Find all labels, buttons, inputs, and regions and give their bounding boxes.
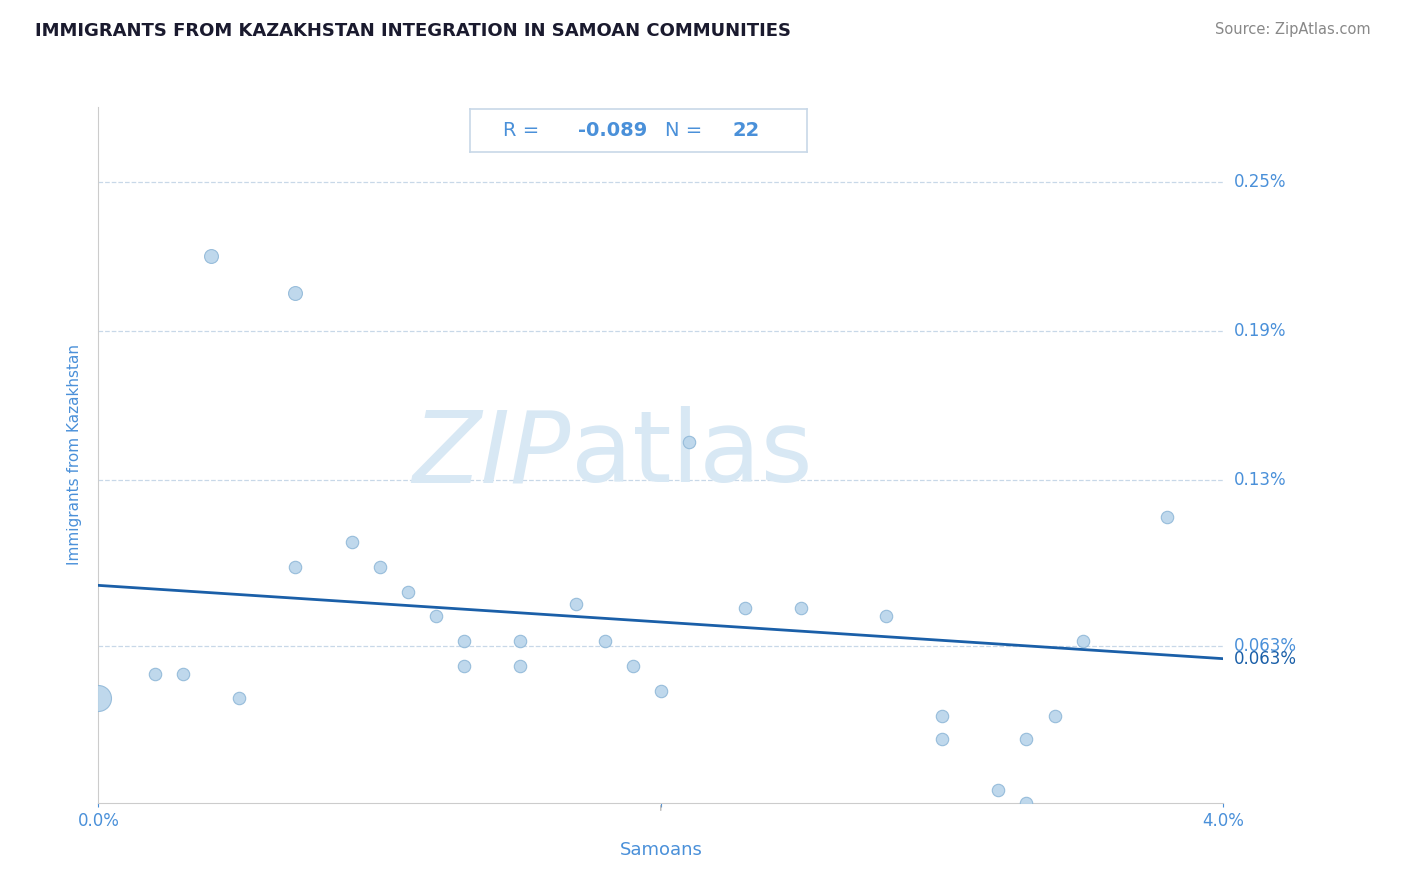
Point xyxy=(678,435,700,450)
Point xyxy=(1043,708,1066,723)
Point xyxy=(1015,732,1038,747)
Point xyxy=(593,634,616,648)
Point xyxy=(200,249,222,263)
Text: N =: N = xyxy=(665,121,709,140)
X-axis label: Samoans: Samoans xyxy=(620,841,702,859)
Text: 0.13%: 0.13% xyxy=(1234,471,1286,489)
Text: -0.089: -0.089 xyxy=(578,121,647,140)
Point xyxy=(1015,796,1038,810)
Y-axis label: Immigrants from Kazakhstan: Immigrants from Kazakhstan xyxy=(67,344,83,566)
Point xyxy=(453,634,475,648)
Point xyxy=(565,597,588,611)
Point xyxy=(368,559,391,574)
Point xyxy=(396,584,419,599)
Text: Source: ZipAtlas.com: Source: ZipAtlas.com xyxy=(1215,22,1371,37)
Point xyxy=(425,609,447,624)
Text: 0.19%: 0.19% xyxy=(1234,322,1286,340)
Point xyxy=(143,666,166,681)
Point xyxy=(228,691,250,706)
Text: R =: R = xyxy=(503,121,546,140)
Point xyxy=(790,600,813,615)
Text: atlas: atlas xyxy=(571,407,813,503)
Point xyxy=(621,659,644,673)
Point xyxy=(1156,510,1178,524)
Text: 0.063%: 0.063% xyxy=(1234,637,1298,656)
Text: IMMIGRANTS FROM KAZAKHSTAN INTEGRATION IN SAMOAN COMMUNITIES: IMMIGRANTS FROM KAZAKHSTAN INTEGRATION I… xyxy=(35,22,792,40)
Point xyxy=(987,783,1010,797)
Point xyxy=(734,600,756,615)
Point xyxy=(453,659,475,673)
Point xyxy=(931,732,953,747)
Text: ZIP: ZIP xyxy=(412,407,571,503)
Point xyxy=(172,666,194,681)
Text: 22: 22 xyxy=(733,121,761,140)
Point xyxy=(87,691,110,706)
Point xyxy=(931,708,953,723)
Text: 0.25%: 0.25% xyxy=(1234,172,1286,191)
Text: 0.063%: 0.063% xyxy=(1234,649,1298,668)
Point xyxy=(509,659,531,673)
Point xyxy=(650,684,672,698)
Point xyxy=(1071,634,1094,648)
Point xyxy=(284,286,307,301)
Point xyxy=(509,634,531,648)
Point xyxy=(340,534,363,549)
Point xyxy=(284,559,307,574)
Point xyxy=(875,609,897,624)
